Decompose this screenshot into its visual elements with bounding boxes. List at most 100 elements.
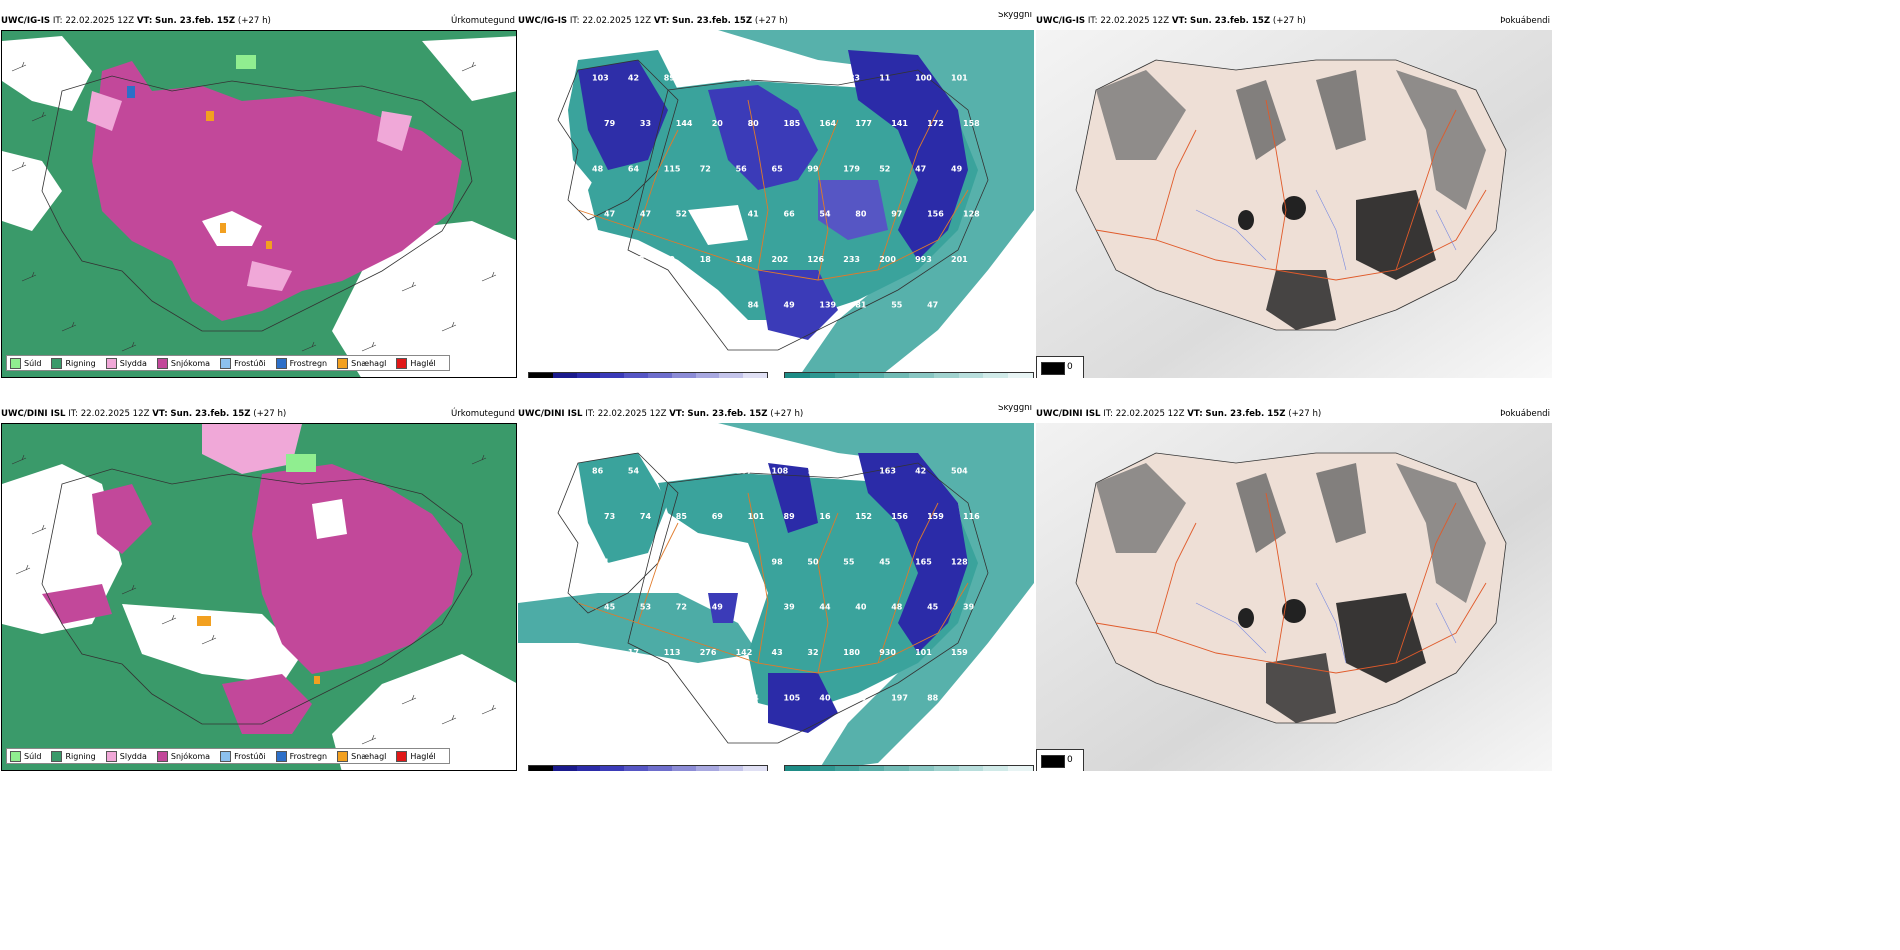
visibility-meter-colorbar: m 0 200 400 600 800 1000 bbox=[518, 372, 768, 378]
visibility-value-label: 143 bbox=[843, 467, 860, 476]
parameter-name: Úrkomutegund bbox=[450, 409, 515, 419]
meter-colorbar-segment bbox=[671, 766, 696, 771]
legend-item-sudd: Súld bbox=[10, 750, 41, 762]
parameter-name: Skyggni bbox=[998, 405, 1032, 413]
visibility-value-label: 47 bbox=[915, 164, 926, 173]
visibility-value-label: 134 bbox=[640, 300, 657, 309]
visibility-value-label: 20 bbox=[712, 119, 724, 128]
visibility-value-label: 504 bbox=[951, 467, 968, 476]
vt-label: VT: bbox=[1187, 409, 1203, 419]
visibility-value-label: 50 bbox=[807, 557, 819, 566]
lead-time: (+27 h) bbox=[770, 409, 804, 419]
visibility-value-label: 144 bbox=[676, 119, 693, 128]
visibility-value-label: 191 bbox=[604, 300, 621, 309]
visibility-map-graphic: 103 42 89 56 144 92 127 183 11 100 101 79 33 144 20 80 1… bbox=[518, 30, 1034, 378]
model-name: UWC/DINI ISL bbox=[518, 409, 583, 419]
legend-swatch bbox=[156, 750, 168, 762]
visibility-value-label: 108 bbox=[772, 467, 789, 476]
visibility-value-label: 45 bbox=[879, 557, 891, 566]
meter-colorbar-segment bbox=[529, 373, 553, 378]
precip-type-map: Súld Rigning Slydda Snjókoma Frostúði Fr… bbox=[1, 30, 517, 378]
visibility-value-label: 101 bbox=[748, 512, 765, 521]
model-name: UWC/DINI ISL bbox=[1036, 409, 1101, 419]
it-label: IT: bbox=[1087, 16, 1098, 26]
visibility-value-label: 53 bbox=[712, 693, 723, 702]
visibility-value-label: 47 bbox=[927, 300, 938, 309]
visibility-value-label: 74 bbox=[640, 512, 652, 521]
visibility-value-label: 177 bbox=[855, 119, 872, 128]
legend-item-snaehagl: Snæhagl bbox=[337, 357, 387, 369]
legend-swatch bbox=[105, 357, 117, 369]
visibility-value-label: 184 bbox=[963, 300, 980, 309]
visibility-value-label: 201 bbox=[951, 255, 968, 264]
legend-label: Snæhagl bbox=[351, 358, 387, 368]
visibility-value-label: 185 bbox=[784, 119, 801, 128]
meter-colorbar-segment bbox=[576, 766, 601, 771]
meter-colorbar-segment bbox=[576, 373, 601, 378]
legend-label: Haglél bbox=[410, 751, 436, 761]
visibility-value-label: 42 bbox=[628, 74, 639, 83]
visibility-value-label: 33 bbox=[640, 119, 651, 128]
visibility-value-label: 99 bbox=[664, 255, 676, 264]
km-colorbar-segment bbox=[884, 373, 909, 378]
km-colorbar-segment bbox=[809, 373, 835, 378]
visibility-value-label: 81 bbox=[855, 300, 867, 309]
legend-label: Súld bbox=[24, 358, 42, 368]
legend-label: Snæhagl bbox=[351, 751, 387, 761]
it-label: IT: bbox=[52, 16, 63, 26]
vt-label: VT: bbox=[152, 409, 168, 419]
fog-colorbar: 0 60 bbox=[1036, 356, 1084, 378]
visibility-value-label: 156 bbox=[927, 210, 944, 219]
visibility-value-label: 130 bbox=[592, 255, 609, 264]
visibility-value-label: 52 bbox=[676, 210, 687, 219]
legend-label: Frostúði bbox=[234, 751, 266, 761]
visibility-value-label: 139 bbox=[819, 300, 836, 309]
model-name: UWC/IG-IS bbox=[1, 16, 51, 26]
meter-colorbar-segment bbox=[647, 766, 672, 771]
visibility-value-label: 148 bbox=[736, 255, 753, 264]
fog-label: 0 bbox=[1067, 362, 1073, 372]
legend-item-slydda: Slydda bbox=[105, 750, 147, 762]
legend-swatch bbox=[220, 750, 232, 762]
visibility-value-label: 10 bbox=[963, 693, 975, 702]
legend-item-snjokoma: Snjókoma bbox=[156, 750, 211, 762]
visibility-value-label: 11 bbox=[879, 74, 891, 83]
legend-item-haglel: Haglél bbox=[396, 750, 436, 762]
legend-swatch bbox=[220, 357, 232, 369]
fog-colorbar: 0 60 bbox=[1036, 749, 1084, 771]
panel-dini-precip: UWC/DINI ISL IT: 22.02.2025 12Z VT: Sun.… bbox=[1, 405, 517, 777]
meter-colorbar-segment bbox=[529, 766, 553, 771]
fog-index-map: 0 60 bbox=[1036, 30, 1552, 378]
km-colorbar-segment bbox=[1008, 766, 1033, 771]
legend-label: Snjókoma bbox=[170, 751, 211, 761]
km-colorbar-segment bbox=[809, 766, 835, 771]
visibility-value-label: 54 bbox=[819, 210, 831, 219]
lead-time: (+27 h) bbox=[237, 16, 271, 26]
visibility-value-label: 79 bbox=[604, 119, 616, 128]
visibility-value-label: 80 bbox=[855, 210, 867, 219]
visibility-value-label: 92 bbox=[772, 74, 783, 83]
panel-header: UWC/DINI ISL IT: 22.02.2025 12Z VT: Sun.… bbox=[1, 405, 517, 423]
panel-header: UWC/DINI ISL IT: 22.02.2025 12Z VT: Sun.… bbox=[1036, 405, 1552, 423]
visibility-value-label: 72 bbox=[676, 603, 687, 612]
visibility-value-label: 59 bbox=[855, 693, 867, 702]
panel-header: UWC/IG-IS IT: 22.02.2025 12Z VT: Sun. 23… bbox=[518, 12, 1034, 30]
visibility-value-label: 40 bbox=[819, 693, 831, 702]
legend-swatch bbox=[105, 750, 117, 762]
legend-item-frostudi: Frostúði bbox=[220, 750, 266, 762]
visibility-value-label: 80 bbox=[748, 119, 760, 128]
visibility-value-label: 163 bbox=[879, 467, 896, 476]
vt-label: VT: bbox=[136, 16, 153, 26]
visibility-value-label: 49 bbox=[712, 603, 724, 612]
visibility-value-label: 65 bbox=[772, 164, 784, 173]
visibility-value-label: 89 bbox=[784, 512, 796, 521]
km-colorbar-segment bbox=[859, 373, 885, 378]
visibility-value-label: 140 bbox=[676, 300, 693, 309]
vt-value: Sun. 23.feb. 15Z bbox=[687, 409, 768, 419]
visibility-value-label: 122 bbox=[628, 557, 645, 566]
meter-colorbar-segment bbox=[624, 766, 648, 771]
vt-value: Sun. 23.feb. 15Z bbox=[672, 16, 753, 26]
it-value: 22.02.2025 12Z bbox=[597, 409, 667, 419]
visibility-value-label: 56 bbox=[700, 74, 712, 83]
visibility-value-label: 127 bbox=[807, 74, 824, 83]
